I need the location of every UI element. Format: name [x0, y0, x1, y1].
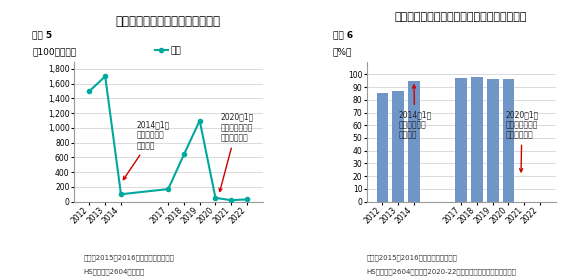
Text: 図表 6: 図表 6: [333, 31, 353, 40]
Text: （注）2015、2016年のデータはない。: （注）2015、2016年のデータはない。: [83, 255, 174, 262]
Bar: [392, 91, 404, 202]
Text: HSコードは2604を使用。2020-22年の全世界へのニッケル鉱石の: HSコードは2604を使用。2020-22年の全世界へのニッケル鉱石の: [367, 269, 517, 276]
Bar: [408, 81, 420, 202]
Bar: [486, 80, 498, 202]
Bar: [471, 77, 483, 202]
Text: （注）2015、2016年のデータはない。: （注）2015、2016年のデータはない。: [367, 255, 458, 262]
Text: （100万ドル）: （100万ドル）: [32, 47, 76, 56]
Title: インドネシア・ニッケル鉱石輸出: インドネシア・ニッケル鉱石輸出: [116, 15, 221, 29]
Bar: [455, 78, 467, 202]
Bar: [502, 80, 514, 202]
Text: 2020年1月
ニッケル鉱石の
輸出全面禁止: 2020年1月 ニッケル鉱石の 輸出全面禁止: [505, 110, 539, 172]
Bar: [376, 94, 388, 202]
Text: 2014年1月
未処理鉱石の
輸出禁止: 2014年1月 未処理鉱石の 輸出禁止: [398, 85, 431, 140]
Text: （%）: （%）: [333, 47, 352, 56]
Text: HSコードは2604を使用。: HSコードは2604を使用。: [83, 269, 145, 276]
Text: 図表 5: 図表 5: [32, 31, 52, 40]
Text: 2020年1月
ニッケル鉱石の
輸出全面禁止: 2020年1月 ニッケル鉱石の 輸出全面禁止: [219, 113, 253, 192]
Text: 2014年1月
未処理鉱石の
輸出禁止: 2014年1月 未処理鉱石の 輸出禁止: [124, 120, 170, 179]
Legend: 世界: 世界: [151, 42, 185, 59]
Title: インドネシア・対中ニッケル鉱石輸出の割合: インドネシア・対中ニッケル鉱石輸出の割合: [395, 12, 527, 22]
